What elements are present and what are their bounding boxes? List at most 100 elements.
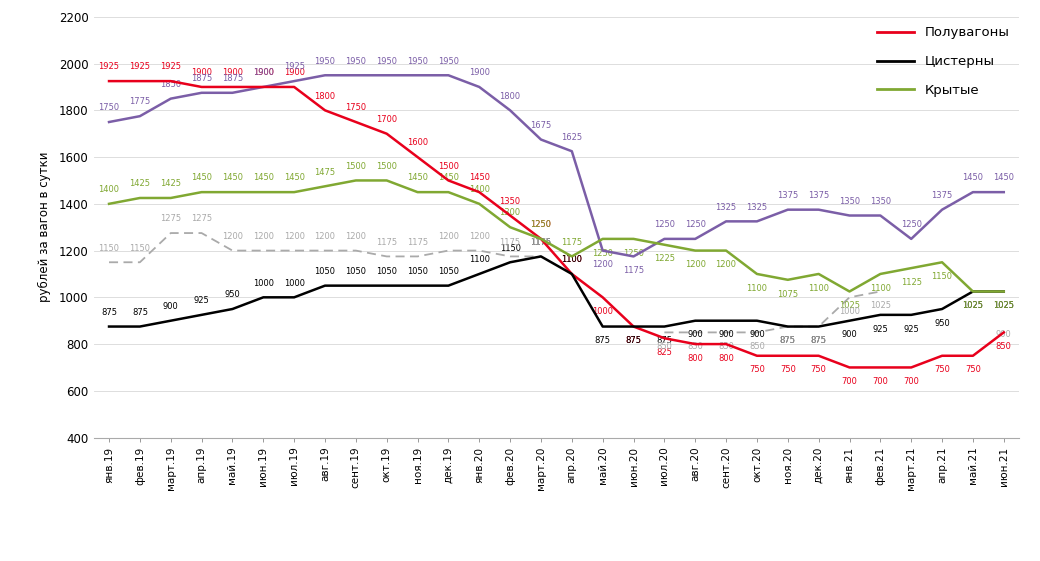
- Text: 900: 900: [163, 302, 179, 311]
- Text: 1500: 1500: [376, 162, 397, 171]
- Text: 1200: 1200: [284, 232, 305, 241]
- Text: 875: 875: [625, 336, 642, 345]
- Text: 1850: 1850: [160, 80, 181, 89]
- Text: 925: 925: [873, 325, 888, 334]
- Text: 1100: 1100: [808, 284, 829, 293]
- Text: 750: 750: [811, 365, 827, 375]
- Text: 900: 900: [749, 330, 764, 339]
- Text: 1250: 1250: [623, 249, 644, 257]
- Text: 1100: 1100: [869, 284, 891, 293]
- Text: 1900: 1900: [284, 68, 305, 77]
- Text: 1225: 1225: [654, 255, 675, 264]
- Text: 875: 875: [656, 336, 673, 345]
- Text: 950: 950: [934, 319, 950, 328]
- Text: 1050: 1050: [376, 267, 397, 276]
- Text: 1425: 1425: [129, 180, 151, 188]
- Text: 1000: 1000: [284, 279, 305, 288]
- Text: 1475: 1475: [314, 168, 336, 177]
- Text: 1150: 1150: [499, 243, 521, 252]
- Text: 875: 875: [132, 308, 148, 317]
- Text: 1925: 1925: [160, 62, 181, 71]
- Text: 1950: 1950: [345, 57, 366, 66]
- Text: 900: 900: [687, 330, 703, 339]
- Text: 1450: 1450: [191, 173, 212, 182]
- Text: 1100: 1100: [562, 255, 582, 264]
- Text: 1100: 1100: [747, 284, 768, 293]
- Text: 1600: 1600: [407, 139, 428, 148]
- Text: 1150: 1150: [129, 243, 151, 252]
- Text: 1250: 1250: [530, 220, 551, 229]
- Text: 1150: 1150: [99, 243, 120, 252]
- Text: 1200: 1200: [222, 232, 243, 241]
- Text: 1050: 1050: [345, 267, 366, 276]
- Text: 1050: 1050: [438, 267, 459, 276]
- Text: 900: 900: [719, 330, 734, 339]
- Text: 800: 800: [719, 354, 734, 363]
- Text: 1000: 1000: [253, 279, 274, 288]
- Text: 1050: 1050: [407, 267, 428, 276]
- Text: 1175: 1175: [530, 238, 551, 247]
- Text: 1350: 1350: [839, 197, 860, 206]
- Text: 850: 850: [749, 342, 764, 351]
- Text: 1175: 1175: [499, 238, 521, 247]
- Text: 1250: 1250: [592, 249, 614, 257]
- Text: 1900: 1900: [253, 68, 274, 77]
- Text: 1075: 1075: [777, 289, 799, 298]
- Text: 1750: 1750: [345, 103, 366, 112]
- Text: 1325: 1325: [716, 203, 736, 211]
- Text: 1200: 1200: [253, 232, 274, 241]
- Text: 950: 950: [225, 290, 240, 300]
- Text: 1375: 1375: [808, 191, 829, 200]
- Text: 1425: 1425: [160, 180, 181, 188]
- Text: 875: 875: [810, 336, 827, 345]
- Text: 1950: 1950: [376, 57, 397, 66]
- Text: 1150: 1150: [932, 272, 953, 281]
- Text: 1025: 1025: [993, 301, 1014, 310]
- Text: 1175: 1175: [562, 238, 582, 247]
- Text: 1275: 1275: [191, 214, 212, 223]
- Text: 1175: 1175: [407, 238, 428, 247]
- Text: 1025: 1025: [869, 301, 891, 310]
- Text: 875: 875: [810, 336, 827, 345]
- Text: 750: 750: [934, 365, 950, 375]
- Text: 1100: 1100: [562, 255, 582, 264]
- Text: 1350: 1350: [499, 197, 521, 206]
- Text: 875: 875: [625, 336, 642, 345]
- Text: 1250: 1250: [901, 220, 921, 229]
- Text: 1000: 1000: [839, 307, 860, 316]
- Text: 1200: 1200: [716, 260, 736, 269]
- Text: 850: 850: [656, 342, 672, 351]
- Text: 1025: 1025: [993, 301, 1014, 310]
- Text: 800: 800: [687, 354, 703, 363]
- Text: 1625: 1625: [562, 132, 582, 141]
- Text: 1900: 1900: [191, 68, 212, 77]
- Text: 1750: 1750: [99, 103, 120, 112]
- Text: 1375: 1375: [932, 191, 953, 200]
- Text: 1400: 1400: [99, 185, 120, 194]
- Text: 875: 875: [101, 308, 118, 317]
- Text: 700: 700: [904, 377, 919, 386]
- Text: 1450: 1450: [407, 173, 428, 182]
- Text: 1875: 1875: [191, 74, 212, 83]
- Text: 700: 700: [841, 377, 857, 386]
- Text: 1450: 1450: [253, 173, 274, 182]
- Text: 1175: 1175: [376, 238, 397, 247]
- Text: 1200: 1200: [438, 232, 459, 241]
- Text: 1450: 1450: [469, 173, 490, 182]
- Y-axis label: рублей за вагон в сутки: рублей за вагон в сутки: [37, 152, 51, 302]
- Text: 1675: 1675: [530, 121, 551, 130]
- Text: 1925: 1925: [99, 62, 120, 71]
- Text: 750: 750: [965, 365, 981, 375]
- Text: 1200: 1200: [314, 232, 336, 241]
- Text: 850: 850: [719, 342, 734, 351]
- Text: 1900: 1900: [469, 68, 490, 77]
- Text: 1200: 1200: [592, 260, 614, 269]
- Text: 1300: 1300: [499, 209, 521, 218]
- Text: 875: 875: [595, 336, 610, 345]
- Text: 1900: 1900: [253, 68, 274, 77]
- Text: 1250: 1250: [684, 220, 706, 229]
- Text: 1900: 1900: [222, 68, 243, 77]
- Text: 875: 875: [780, 336, 796, 345]
- Text: 1925: 1925: [284, 62, 305, 71]
- Text: 1875: 1875: [222, 74, 243, 83]
